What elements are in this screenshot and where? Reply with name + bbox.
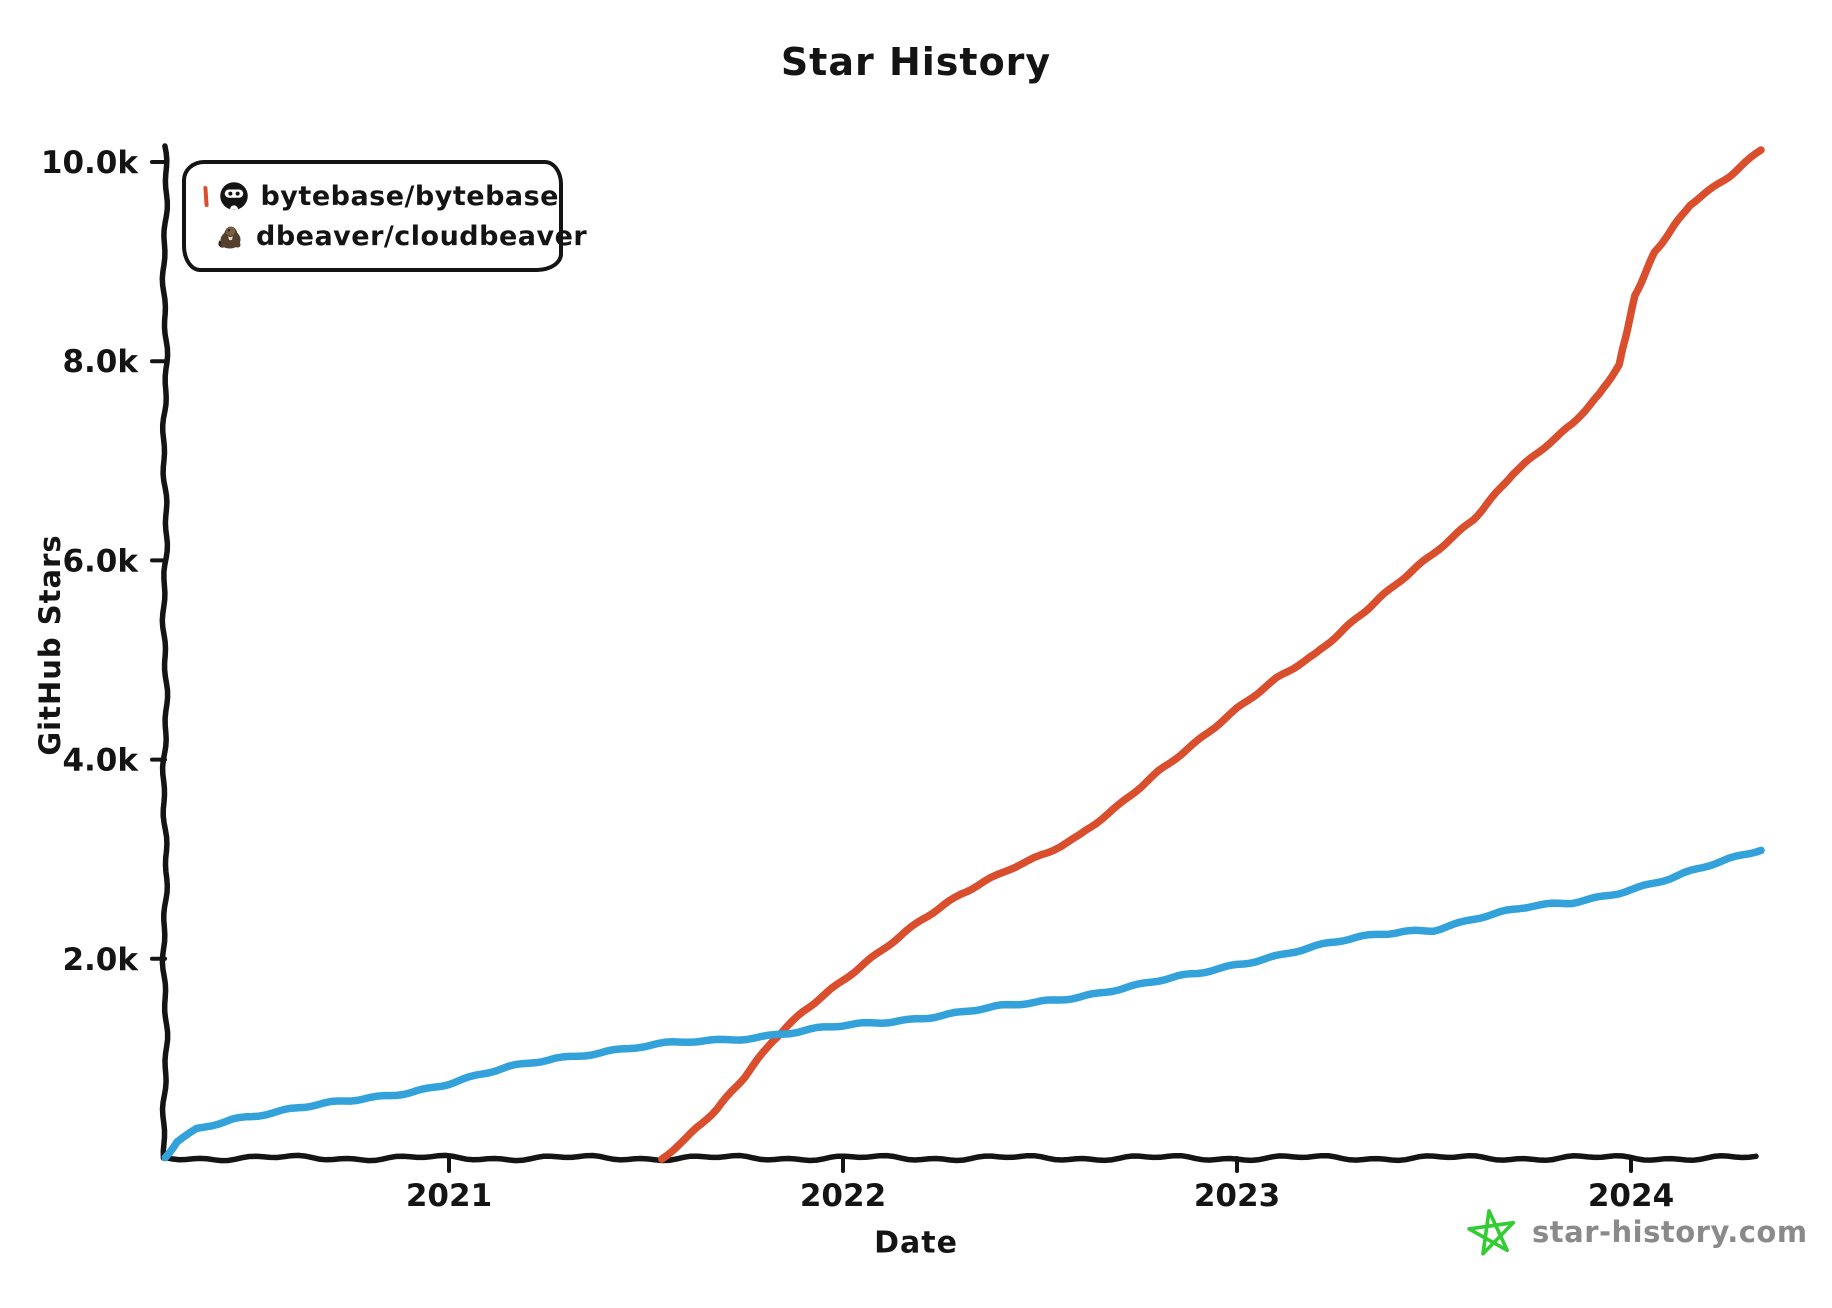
y-tick-label: 8.0k xyxy=(62,344,139,380)
legend-swatch-blue xyxy=(203,225,205,247)
bytebase-avatar-icon xyxy=(220,182,249,210)
legend-item-cloudbeaver: dbeaver/cloudbeaver xyxy=(203,221,587,252)
beaver-avatar-icon xyxy=(218,226,241,249)
x-tick-label: 2022 xyxy=(800,1178,886,1214)
y-tick-label: 10.0k xyxy=(41,145,139,181)
y-tick-label: 2.0k xyxy=(62,942,139,978)
series-line-bytebase-bytebase xyxy=(658,146,1765,1163)
legend-box: bytebase/bytebase dbeaver/cloudbeaver xyxy=(182,160,587,272)
series-line-dbeaver-cloudbeaver xyxy=(161,846,1765,1162)
legend-swatch-red xyxy=(203,185,210,207)
watermark-text: star-history.com xyxy=(1532,1215,1808,1249)
y-tick-label: 4.0k xyxy=(62,743,139,779)
legend-label: bytebase/bytebase xyxy=(260,180,559,212)
y-axis-line xyxy=(159,143,171,1161)
legend-item-bytebase: bytebase/bytebase xyxy=(203,180,559,212)
x-axis-title: Date xyxy=(874,1225,958,1261)
star-icon xyxy=(1467,1209,1516,1256)
y-tick-label: 6.0k xyxy=(62,543,139,579)
x-tick-label: 2021 xyxy=(406,1178,492,1214)
page-title: Star History xyxy=(780,40,1052,84)
x-tick-label: 2024 xyxy=(1588,1178,1674,1214)
x-axis-line xyxy=(162,1152,1759,1164)
legend-label: dbeaver/cloudbeaver xyxy=(256,220,588,252)
watermark: star-history.com xyxy=(1466,1206,1808,1258)
x-tick-label: 2023 xyxy=(1194,1178,1280,1214)
